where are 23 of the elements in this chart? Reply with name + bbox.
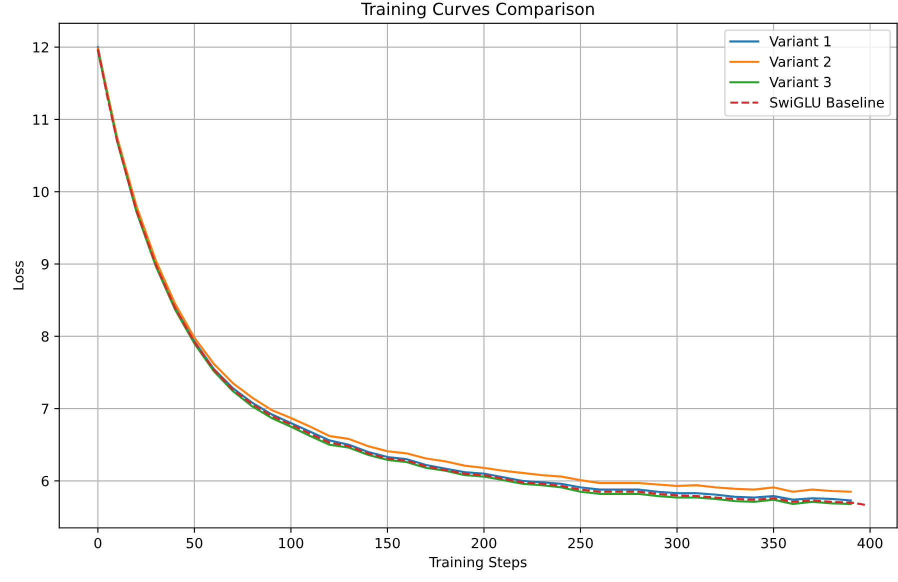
legend-label: Variant 2 — [769, 56, 830, 67]
legend-label: Variant 3 — [769, 76, 831, 88]
y-tick-label: 10 — [33, 186, 49, 198]
legend-label: SwiGLU Baseline — [770, 96, 884, 108]
x-tick-label: 400 — [858, 538, 882, 548]
y-tick-label: 11 — [33, 114, 48, 125]
y-tick-label: 6 — [42, 476, 49, 486]
y-tick-label: 9 — [42, 258, 49, 270]
legend-label: Variant 1 — [769, 36, 831, 47]
y-axis-title: Loss — [13, 261, 24, 290]
x-tick-label: 300 — [664, 538, 690, 548]
y-tick-label: 12 — [33, 42, 48, 52]
chart-title: Training Curves Comparison — [361, 2, 594, 18]
x-tick-label: 0 — [94, 538, 102, 548]
x-tick-label: 350 — [761, 538, 786, 548]
y-tick-label: 8 — [42, 331, 49, 342]
x-tick-label: 100 — [279, 538, 304, 548]
x-tick-label: 150 — [376, 538, 400, 548]
x-axis-title: Training Steps — [429, 556, 527, 570]
x-tick-label: 250 — [568, 538, 593, 548]
x-tick-label: 200 — [472, 538, 496, 548]
y-tick-label: 7 — [42, 404, 48, 414]
x-tick-label: 50 — [186, 538, 202, 548]
